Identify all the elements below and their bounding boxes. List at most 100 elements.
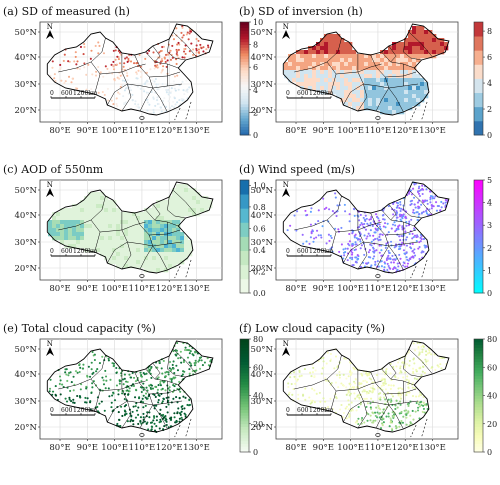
raster-cell — [344, 90, 349, 95]
station-point — [72, 389, 75, 392]
station-point — [177, 88, 180, 91]
raster-cell — [288, 74, 293, 79]
station-point — [191, 353, 194, 356]
station-point — [181, 26, 184, 29]
raster-cell — [100, 216, 105, 221]
station-point — [389, 240, 393, 243]
station-point — [159, 408, 162, 411]
station-point — [87, 365, 90, 368]
lon-tick-label: 110°E — [129, 284, 156, 294]
raster-cell — [80, 220, 85, 225]
station-point — [395, 399, 398, 402]
station-point — [413, 377, 416, 380]
raster-cell — [420, 26, 425, 31]
raster-cell — [144, 252, 149, 257]
station-point — [63, 53, 66, 56]
raster-cell — [104, 204, 109, 209]
raster-cell — [416, 58, 421, 63]
raster-cell — [120, 232, 125, 237]
raster-cell — [384, 66, 389, 71]
raster-cell — [412, 46, 417, 51]
station-point — [175, 420, 178, 423]
station-point — [392, 261, 395, 264]
station-point — [92, 354, 95, 357]
raster-cell — [124, 232, 129, 237]
raster-cell — [104, 216, 109, 221]
province-border — [121, 83, 132, 112]
station-point — [167, 100, 170, 103]
station-point — [152, 108, 155, 111]
station-point — [155, 83, 158, 86]
station-point — [107, 387, 110, 390]
station-point — [412, 256, 415, 259]
colorbar-tick-label: 6 — [487, 53, 492, 62]
raster-cell — [340, 78, 345, 83]
colorbar-segment — [240, 64, 249, 68]
raster-cell — [424, 82, 429, 87]
station-point — [139, 420, 142, 423]
station-point — [95, 370, 98, 373]
station-point — [309, 371, 312, 374]
raster-cell — [204, 208, 209, 213]
station-point — [357, 417, 360, 420]
raster-cell — [84, 196, 89, 201]
station-point — [294, 377, 297, 380]
station-point — [394, 375, 397, 378]
station-point — [175, 52, 178, 56]
raster-cell — [136, 264, 141, 269]
lat-tick-label: 20°N — [14, 423, 37, 433]
station-point — [200, 359, 203, 362]
station-point — [387, 412, 390, 415]
station-point — [334, 196, 337, 199]
raster-cell — [400, 82, 405, 87]
raster-cell — [64, 216, 69, 221]
raster-cell — [384, 98, 389, 103]
station-point — [438, 357, 441, 360]
station-point — [353, 392, 356, 395]
station-point — [352, 264, 355, 267]
station-point — [364, 214, 367, 217]
station-point — [161, 59, 164, 63]
raster-cell — [360, 62, 365, 67]
map-frame — [275, 338, 459, 440]
station-point — [115, 371, 118, 374]
colorbar-segment — [240, 92, 249, 96]
station-point — [430, 207, 433, 210]
station-point — [78, 395, 81, 398]
station-point — [177, 357, 180, 360]
station-point — [414, 206, 417, 209]
station-point — [399, 365, 402, 368]
raster-cell — [372, 82, 377, 87]
station-point — [398, 235, 401, 238]
station-point — [311, 371, 315, 374]
raster-cell — [432, 38, 437, 43]
station-point — [302, 242, 305, 245]
station-point — [412, 367, 415, 370]
station-point — [384, 380, 387, 383]
raster-cell — [116, 264, 121, 269]
station-point — [293, 214, 296, 217]
raster-cell — [148, 208, 153, 213]
station-point — [434, 195, 437, 198]
raster-cell — [96, 220, 101, 225]
raster-cell — [352, 90, 357, 95]
raster-cell — [360, 106, 365, 111]
colorbar-tick-label: 2 — [487, 244, 492, 253]
station-point — [99, 71, 102, 74]
station-point — [404, 371, 407, 374]
station-point — [328, 239, 331, 242]
station-point — [386, 391, 389, 394]
station-point — [147, 395, 150, 398]
station-point — [121, 414, 124, 418]
station-point — [180, 416, 183, 419]
raster-cell — [372, 62, 377, 67]
raster-cell — [108, 252, 113, 257]
station-point — [183, 407, 186, 410]
raster-cell — [92, 200, 97, 205]
raster-cell — [300, 70, 305, 75]
colorbar-segment — [474, 211, 483, 215]
raster-cell — [168, 220, 173, 225]
station-point — [157, 376, 160, 379]
raster-cell — [48, 220, 53, 225]
raster-cell — [300, 62, 305, 67]
